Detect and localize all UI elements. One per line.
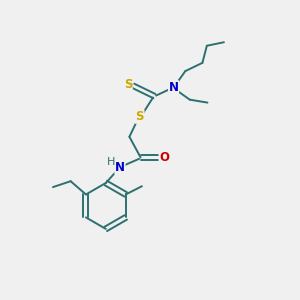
Text: S: S (135, 110, 144, 123)
Text: N: N (169, 81, 178, 94)
Text: O: O (159, 151, 169, 164)
Text: S: S (124, 78, 132, 91)
Text: H: H (107, 158, 115, 167)
Text: N: N (115, 161, 125, 174)
